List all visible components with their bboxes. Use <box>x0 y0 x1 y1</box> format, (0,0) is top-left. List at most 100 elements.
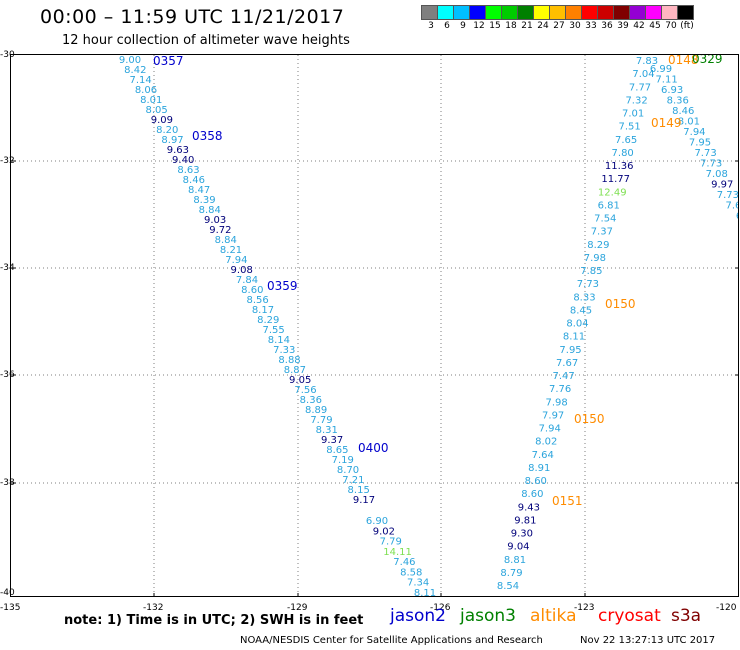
swh-value: 7.56 <box>294 385 316 396</box>
legend-cryosat: cryosat <box>598 606 661 626</box>
swh-value: 9.00 <box>119 55 141 66</box>
swh-value: 8.60 <box>241 285 263 296</box>
colorbar-label: 9 <box>460 21 466 31</box>
swh-value: 7.04 <box>632 69 654 80</box>
colorbar-swatch <box>565 5 582 20</box>
swh-value: 8.01 <box>140 95 162 106</box>
swh-value: 8.42 <box>124 65 146 76</box>
swh-value: 8.14 <box>268 335 290 346</box>
swh-value: 7.37 <box>591 227 613 238</box>
swh-value: 8.05 <box>145 105 167 116</box>
swh-value: 8.46 <box>183 175 205 186</box>
pass-label: 0329 <box>692 55 723 66</box>
swh-value: 8.11 <box>414 588 436 597</box>
colorbar-swatch <box>629 5 646 20</box>
swh-value: 9.81 <box>514 515 536 526</box>
swh-value: 7.95 <box>689 138 711 149</box>
colorbar-labels: 3 6 9 12 15 18 21 24 27 30 33 36 39 42 45 70 (ft) <box>421 21 740 35</box>
swh-value: 11.77 <box>601 174 630 185</box>
swh-value: 7.73 <box>577 279 599 290</box>
page-title: 00:00 – 11:59 UTC 11/21/2017 <box>40 6 345 28</box>
swh-value: 7.14 <box>130 75 152 86</box>
legend-jason2: jason2 <box>390 606 446 626</box>
pass-label: 0149 <box>651 116 682 130</box>
colorbar-swatch <box>549 5 566 20</box>
swh-value: 12.49 <box>598 187 627 198</box>
colorbar-swatch <box>453 5 470 20</box>
swh-value: 7.84 <box>236 275 258 286</box>
swh-value: 7.55 <box>262 325 284 336</box>
legend-jason3: jason3 <box>460 606 516 626</box>
swh-value: 7.51 <box>618 122 640 133</box>
pass-label: 0358 <box>192 129 223 143</box>
swh-value: 8.58 <box>400 567 422 578</box>
latitude-label: -36 <box>0 370 15 380</box>
swh-value: 8.97 <box>161 135 183 146</box>
colorbar-swatch <box>677 5 694 20</box>
colorbar-swatch <box>661 5 678 20</box>
colorbar-label: 27 <box>553 21 565 31</box>
swh-value: 7.33 <box>273 345 295 356</box>
latitude-label: -38 <box>0 478 15 488</box>
swh-value: 8.39 <box>193 195 215 206</box>
latitude-label: -32 <box>0 156 15 166</box>
colorbar-label: 36 <box>601 21 613 31</box>
swh-value: 14.11 <box>383 547 412 558</box>
swh-value: 8.29 <box>257 315 279 326</box>
swh-value: 7.79 <box>310 415 332 426</box>
pass-label: 0150 <box>574 412 605 426</box>
colorbar-swatch <box>517 5 534 20</box>
swh-value: 7.21 <box>342 475 364 486</box>
swh-value: 8.20 <box>156 125 178 136</box>
swh-value: 8.04 <box>566 319 588 330</box>
legend-altika: altika <box>530 606 577 626</box>
swh-value: 7.94 <box>683 127 705 138</box>
swh-value: 8.88 <box>278 355 300 366</box>
swh-value: 9.30 <box>511 529 533 540</box>
swh-value: 8.87 <box>284 365 306 376</box>
latitude-label: -30 <box>0 50 15 60</box>
longitude-label: -123 <box>574 603 595 613</box>
swh-value: 7.94 <box>539 424 561 435</box>
pass-label: 0357 <box>153 55 184 68</box>
swh-value: 9.43 <box>518 502 540 513</box>
swh-value: 8.21 <box>220 245 242 256</box>
swh-value: 9.37 <box>321 435 343 446</box>
longitude-label: -129 <box>287 603 308 613</box>
longitude-label: -120 <box>716 603 737 613</box>
swh-value: 9.97 <box>711 180 733 191</box>
colorbar-swatch <box>645 5 662 20</box>
swh-value: 8.29 <box>587 240 609 251</box>
swh-value: 7.83 <box>636 56 658 67</box>
swh-value: 9.72 <box>209 225 231 236</box>
swh-value: 8.36 <box>667 96 689 107</box>
swh-value: 8.33 <box>573 292 595 303</box>
pass-label: 0148 <box>668 55 699 67</box>
swh-value: 9.08 <box>231 265 253 276</box>
swh-value: 8.01 <box>678 117 700 128</box>
swh-value: 8.31 <box>316 425 338 436</box>
swh-value: 7.79 <box>380 537 402 548</box>
colorbar-swatch <box>437 5 454 20</box>
longitude-label: -126 <box>430 603 451 613</box>
swh-value: 8.47 <box>188 185 210 196</box>
swh-value: 7.95 <box>559 345 581 356</box>
swh-value: 11.36 <box>605 161 634 172</box>
colorbar-swatch <box>501 5 518 20</box>
colorbar-swatch <box>597 5 614 20</box>
swh-value: 8.15 <box>348 485 370 496</box>
pass-label: 0150 <box>605 297 636 311</box>
swh-value: 7.76 <box>549 384 571 395</box>
swh-value: 7.32 <box>625 95 647 106</box>
swh-value: 7.77 <box>629 82 651 93</box>
swh-value: 7.47 <box>552 371 574 382</box>
swh-value: 8.91 <box>528 463 550 474</box>
colorbar-swatch <box>581 5 598 20</box>
swh-value: 8.54 <box>497 581 519 592</box>
colorbar-label: 30 <box>569 21 581 31</box>
map-frame: 9.00 8.42 7.14 8.06 8.01 8.05 9.09 8.20 8.97 9.63… <box>10 54 739 597</box>
swh-value: 7.34 <box>407 578 429 589</box>
colorbar-swatch <box>533 5 550 20</box>
swh-value: 8.45 <box>570 305 592 316</box>
swh-value: 8.06 <box>135 85 157 96</box>
